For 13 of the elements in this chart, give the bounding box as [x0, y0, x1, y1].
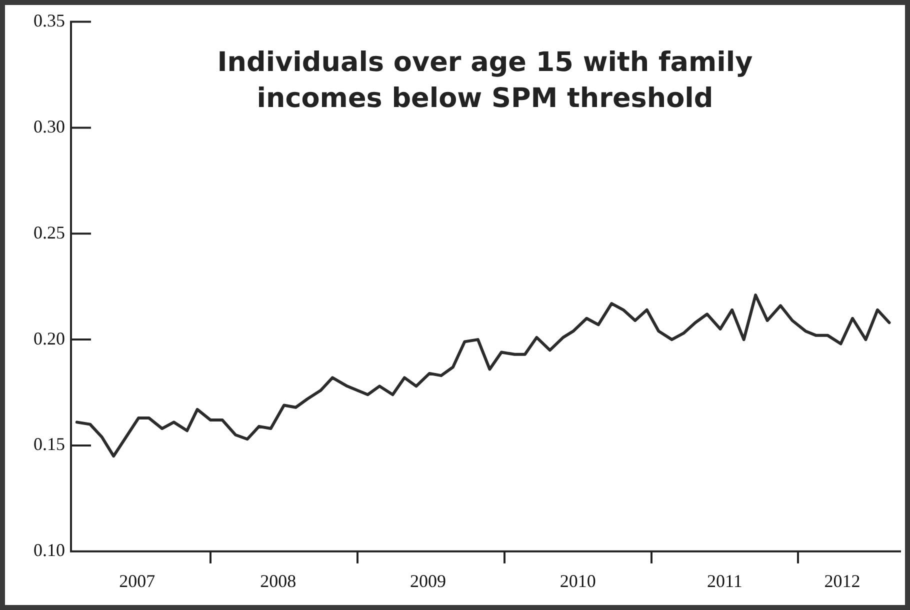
text: Individuals over age 15 with family incomes below SPM threshold — [216, 46, 754, 116]
x-tick-label: 2010 — [560, 570, 596, 591]
x-tick-label: 2009 — [410, 570, 446, 591]
x-tick-label: 2007 — [119, 570, 156, 591]
y-tick-label: 0.10 — [34, 540, 65, 560]
y-tick-label: 0.20 — [34, 328, 65, 348]
x-tick-label: 2011 — [707, 570, 742, 591]
y-tick-label: 0.35 — [34, 10, 65, 31]
y-tick-label: 0.25 — [34, 222, 65, 242]
y-tick-label: 0.15 — [34, 434, 65, 454]
x-tick-label: 2012 — [824, 570, 860, 591]
x-tick-label: 2008 — [260, 570, 296, 591]
y-tick-label: 0.30 — [34, 116, 65, 136]
